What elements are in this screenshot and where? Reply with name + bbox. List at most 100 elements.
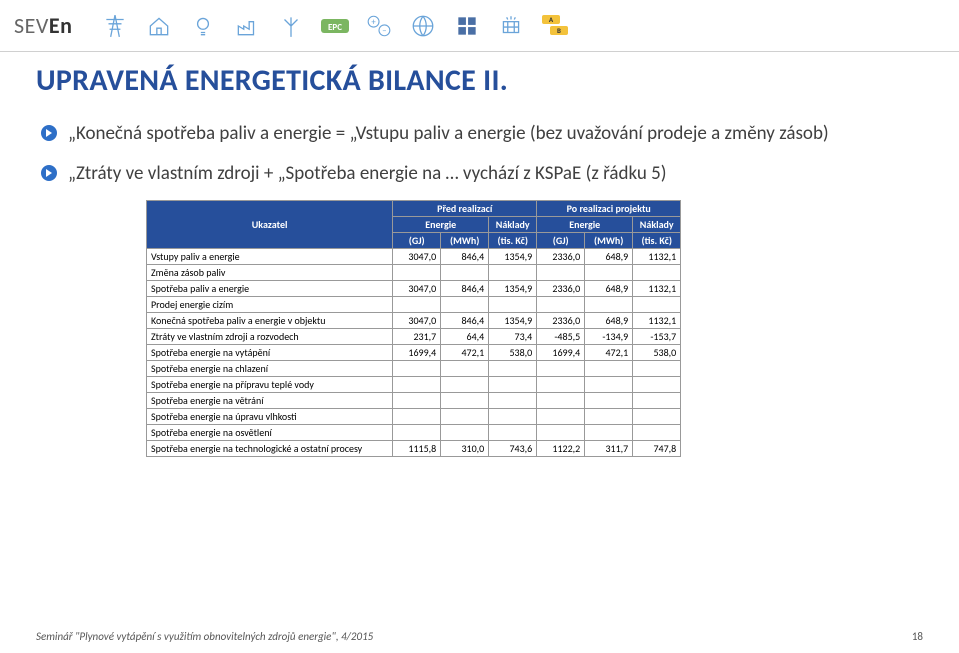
cell xyxy=(537,265,585,281)
cell xyxy=(441,377,489,393)
cell xyxy=(585,393,633,409)
col-ukazatel: Ukazatel xyxy=(147,201,393,249)
cell: 648,9 xyxy=(585,313,633,329)
row-label: Spotřeba energie na vytápění xyxy=(147,345,393,361)
svg-text:EPC: EPC xyxy=(328,22,342,33)
cell xyxy=(489,393,537,409)
bullet-item: „Konečná spotřeba paliv a energie = „Vst… xyxy=(40,121,923,147)
grid-icon xyxy=(450,9,484,43)
cell: 231,7 xyxy=(393,329,441,345)
cell xyxy=(393,297,441,313)
cell: 311,7 xyxy=(585,441,633,457)
cell: 538,0 xyxy=(633,345,681,361)
cell xyxy=(441,297,489,313)
svg-text:B: B xyxy=(557,26,561,35)
bullet-text: „Ztráty ve vlastním zdroji + „Spotřeba e… xyxy=(68,161,667,187)
cell: 846,4 xyxy=(441,281,489,297)
cell xyxy=(393,361,441,377)
col-before: Před realizací xyxy=(393,201,537,217)
cell: 472,1 xyxy=(585,345,633,361)
row-label: Vstupy paliv a energie xyxy=(147,249,393,265)
epc-badge-icon: EPC xyxy=(318,9,352,43)
row-label: Spotřeba energie na technologické a osta… xyxy=(147,441,393,457)
arrow-icon xyxy=(40,164,58,182)
col-energie-after: Energie xyxy=(537,217,633,233)
cell xyxy=(633,377,681,393)
table-row: Prodej energie cizím xyxy=(147,297,681,313)
table-row: Spotřeba energie na chlazení xyxy=(147,361,681,377)
cell xyxy=(441,409,489,425)
row-label: Spotřeba energie na přípravu teplé vody xyxy=(147,377,393,393)
cell xyxy=(441,425,489,441)
cell: 743,6 xyxy=(489,441,537,457)
row-label: Ztráty ve vlastním zdroji a rozvodech xyxy=(147,329,393,345)
cell: 1699,4 xyxy=(393,345,441,361)
cell xyxy=(489,425,537,441)
cell xyxy=(393,409,441,425)
page-number: 18 xyxy=(912,630,923,643)
cell: 2336,0 xyxy=(537,249,585,265)
unit-mwh2: (MWh) xyxy=(585,233,633,249)
factory-icon xyxy=(230,9,264,43)
row-label: Prodej energie cizím xyxy=(147,297,393,313)
solar-icon xyxy=(494,9,528,43)
col-naklady-before: Náklady xyxy=(489,217,537,233)
col-after: Po realizaci projektu xyxy=(537,201,681,217)
arrow-icon xyxy=(40,124,58,142)
cell xyxy=(633,393,681,409)
cell xyxy=(585,409,633,425)
row-label: Změna zásob paliv xyxy=(147,265,393,281)
cell: 648,9 xyxy=(585,281,633,297)
unit-mwh: (MWh) xyxy=(441,233,489,249)
cell xyxy=(537,393,585,409)
row-label: Konečná spotřeba paliv a energie v objek… xyxy=(147,313,393,329)
table-row: Spotřeba energie na přípravu teplé vody xyxy=(147,377,681,393)
wind-icon xyxy=(274,9,308,43)
cell xyxy=(633,297,681,313)
footer-text: Seminář "Plynové vytápění s využitím obn… xyxy=(36,630,373,643)
cell xyxy=(393,265,441,281)
cell: 472,1 xyxy=(441,345,489,361)
unit-kc: (tis. Kč) xyxy=(489,233,537,249)
cell: 846,4 xyxy=(441,249,489,265)
unit-gj2: (GJ) xyxy=(537,233,585,249)
cell: 648,9 xyxy=(585,249,633,265)
table-row: Spotřeba paliv a energie3047,0846,41354,… xyxy=(147,281,681,297)
cell: 1132,1 xyxy=(633,281,681,297)
cell: 846,4 xyxy=(441,313,489,329)
table-row: Ztráty ve vlastním zdroji a rozvodech231… xyxy=(147,329,681,345)
cell xyxy=(393,377,441,393)
header-icon-strip: SEVEn EPC +− AB xyxy=(0,0,959,52)
cell xyxy=(585,425,633,441)
cell: 310,0 xyxy=(441,441,489,457)
cell: 1354,9 xyxy=(489,313,537,329)
cell xyxy=(633,409,681,425)
table-row: Změna zásob paliv xyxy=(147,265,681,281)
cell xyxy=(633,361,681,377)
col-naklady-after: Náklady xyxy=(633,217,681,233)
plus-minus-icon: +− xyxy=(362,9,396,43)
row-label: Spotřeba energie na osvětlení xyxy=(147,425,393,441)
cell: -153,7 xyxy=(633,329,681,345)
bullet-text: „Konečná spotřeba paliv a energie = „Vst… xyxy=(68,121,829,147)
table-row: Konečná spotřeba paliv a energie v objek… xyxy=(147,313,681,329)
pylon-icon xyxy=(98,9,132,43)
cell xyxy=(489,377,537,393)
cell xyxy=(489,297,537,313)
bulb-icon xyxy=(186,9,220,43)
cell xyxy=(633,425,681,441)
logo: SEVEn xyxy=(14,12,72,39)
cell xyxy=(537,361,585,377)
cell: 3047,0 xyxy=(393,249,441,265)
row-label: Spotřeba energie na úpravu vlhkosti xyxy=(147,409,393,425)
row-label: Spotřeba energie na větrání xyxy=(147,393,393,409)
table-row: Spotřeba energie na úpravu vlhkosti xyxy=(147,409,681,425)
cell: 64,4 xyxy=(441,329,489,345)
cell xyxy=(489,409,537,425)
cell: 3047,0 xyxy=(393,281,441,297)
cell: 1115,8 xyxy=(393,441,441,457)
bullet-list: „Konečná spotřeba paliv a energie = „Vst… xyxy=(40,121,923,186)
cell: 2336,0 xyxy=(537,313,585,329)
table-row: Spotřeba energie na větrání xyxy=(147,393,681,409)
slide-footer: Seminář "Plynové vytápění s využitím obn… xyxy=(36,630,923,643)
